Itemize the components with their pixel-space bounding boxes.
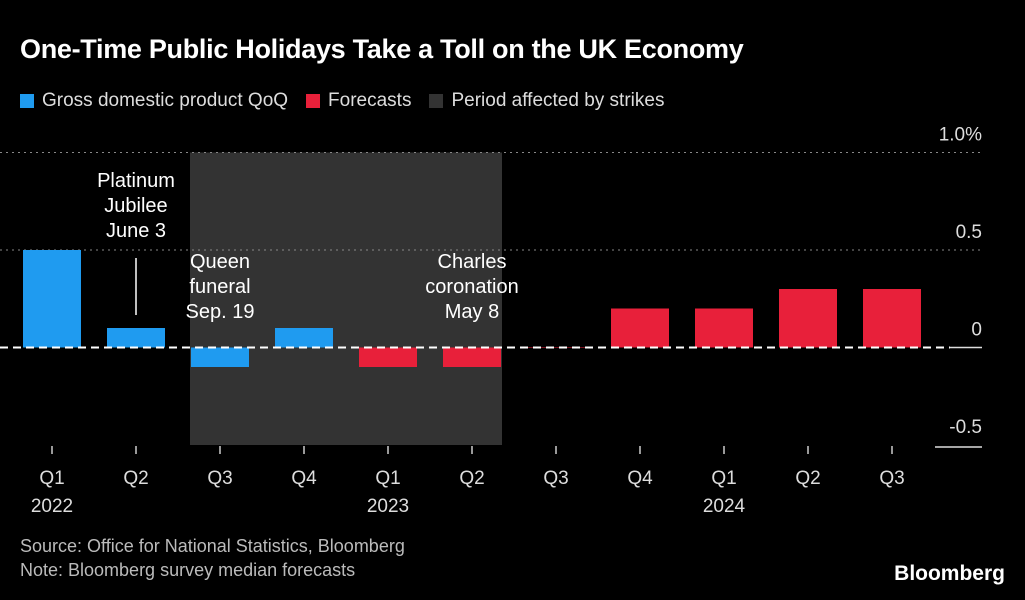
annotation-label: Jubilee bbox=[104, 195, 167, 217]
chart-title: One-Time Public Holidays Take a Toll on … bbox=[20, 34, 744, 64]
annotation-label: Queen bbox=[190, 251, 250, 273]
annotation-label: funeral bbox=[189, 276, 250, 298]
legend-item-gdp: Gross domestic product QoQ bbox=[20, 90, 288, 112]
x-tick-label: Q1 bbox=[39, 468, 64, 489]
annotation-label: Charles bbox=[438, 251, 507, 273]
x-tick-label: Q1 bbox=[375, 468, 400, 489]
bar-forecasts bbox=[611, 308, 669, 348]
annotation-label: coronation bbox=[425, 276, 518, 298]
footnote: Note: Bloomberg survey median forecasts bbox=[20, 560, 356, 580]
x-year-label: 2022 bbox=[31, 496, 73, 517]
annotation-label: Platinum bbox=[97, 170, 175, 192]
annotation-label: Sep. 19 bbox=[186, 301, 255, 323]
y-tick-label: 1.0% bbox=[939, 125, 982, 146]
legend-swatch bbox=[429, 94, 444, 108]
source-note: Source: Office for National Statistics, … bbox=[20, 536, 405, 556]
legend-swatch bbox=[306, 94, 321, 108]
strike-period-shade bbox=[190, 152, 502, 445]
legend-item-forecasts: Forecasts bbox=[306, 90, 411, 112]
legend-swatch bbox=[20, 94, 34, 108]
annotation-label: June 3 bbox=[106, 220, 166, 242]
y-tick-label: 0.5 bbox=[956, 222, 982, 243]
y-tick-label: -0.5 bbox=[949, 417, 982, 438]
legend-item-strikes: Period affected by strikes bbox=[429, 90, 664, 112]
bar-gross-domestic-product-qoq bbox=[191, 347, 249, 367]
bar-forecasts bbox=[779, 289, 837, 348]
bar-gross-domestic-product-qoq bbox=[107, 328, 165, 348]
x-year-label: 2023 bbox=[367, 496, 409, 517]
x-tick-label: Q3 bbox=[207, 468, 232, 489]
x-tick-label: Q4 bbox=[291, 468, 317, 489]
annotation-label: May 8 bbox=[445, 301, 499, 323]
bar-gross-domestic-product-qoq bbox=[23, 250, 81, 348]
bar-forecasts bbox=[863, 289, 921, 348]
x-tick-label: Q2 bbox=[459, 468, 484, 489]
x-tick-label: Q3 bbox=[879, 468, 904, 489]
bar-gross-domestic-product-qoq bbox=[275, 328, 333, 348]
y-tick-label: 0 bbox=[971, 320, 982, 341]
legend-label: Gross domestic product QoQ bbox=[42, 90, 289, 111]
legend: Gross domestic product QoQ Forecasts Per… bbox=[20, 90, 664, 112]
x-tick-label: Q2 bbox=[795, 468, 820, 489]
x-tick-label: Q1 bbox=[711, 468, 736, 489]
bar-forecasts bbox=[443, 347, 501, 367]
brand-logo: Bloomberg bbox=[894, 562, 1005, 585]
x-tick-label: Q2 bbox=[123, 468, 148, 489]
x-tick-label: Q4 bbox=[627, 468, 653, 489]
legend-label: Period affected by strikes bbox=[451, 90, 665, 111]
legend-label: Forecasts bbox=[328, 90, 412, 111]
x-year-label: 2024 bbox=[703, 496, 746, 517]
bar-forecasts bbox=[359, 347, 417, 367]
bar-forecasts bbox=[695, 308, 753, 348]
bar-forecasts bbox=[527, 347, 585, 348]
x-tick-label: Q3 bbox=[543, 468, 568, 489]
